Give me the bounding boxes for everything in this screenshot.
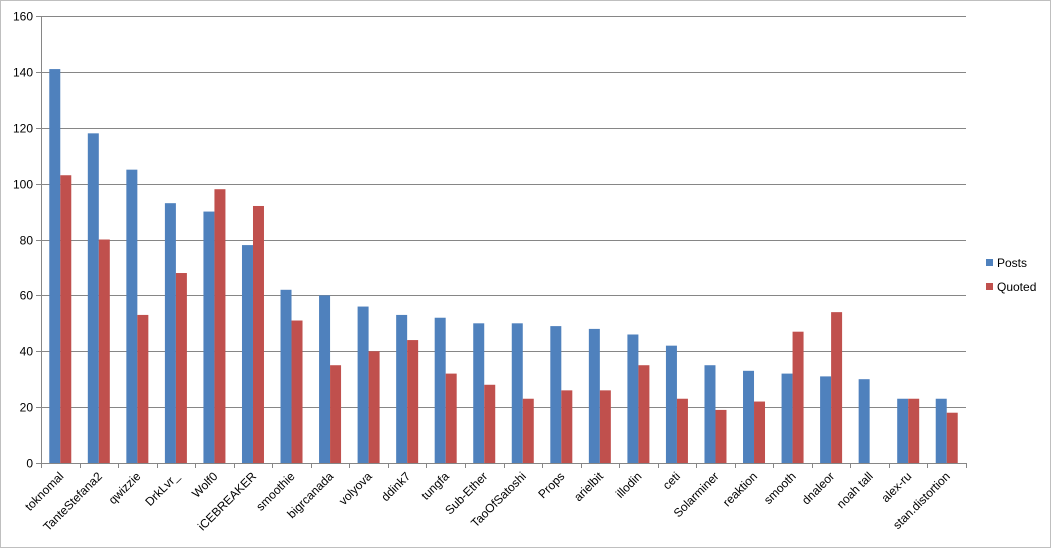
bar-posts-6 [280,289,292,463]
x-tick-label: smooth [761,469,799,507]
bar-posts-16 [665,345,677,463]
x-tick-label: Wolf0 [189,469,221,501]
gridlines [41,16,966,408]
bar-posts-5 [241,245,253,463]
bar-posts-15 [627,334,639,463]
bar-quoted-22 [908,398,920,463]
x-tick-label: volyova [336,469,375,508]
y-tick-label: 0 [26,457,33,471]
bar-posts-23 [935,398,947,463]
bar-quoted-9 [407,340,419,463]
y-tick-label: 80 [20,234,34,248]
bar-posts-18 [743,370,755,463]
bar-quoted-17 [715,409,727,463]
legend-swatch-quoted [986,283,993,290]
x-tick-label: noah tall [834,469,876,511]
y-tick-label: 160 [13,10,33,24]
x-tick-label: alex-ru [878,469,914,505]
bar-posts-21 [858,379,870,463]
legend-swatch-posts [986,259,993,266]
bar-quoted-7 [330,365,342,463]
x-tick-label: ddink7 [378,469,413,504]
bar-quoted-18 [754,401,766,463]
bar-posts-14 [588,328,600,463]
legend-label-quoted: Quoted [997,280,1036,294]
x-tick-label: reaktion [720,469,760,509]
y-tick-labels: 0 20 40 60 80 100 120 140 160 [13,10,33,471]
bar-quoted-2 [137,314,149,463]
x-tick-label: ceti [660,469,683,492]
x-tick-label: arielbit [571,469,606,504]
bar-posts-10 [434,317,446,463]
bar-quoted-8 [368,351,380,463]
bar-posts-7 [319,295,331,464]
bar-posts-8 [357,306,369,463]
bar-quoted-11 [484,384,496,463]
bar-quoted-5 [252,205,264,464]
bar-posts-4 [203,211,215,463]
y-tick-label: 120 [13,122,33,136]
bar-quoted-19 [792,331,804,463]
bar-quoted-10 [445,373,457,463]
x-tick-label: DrkLvr_ [142,469,182,509]
bar-posts-19 [781,373,793,463]
bar-quoted-12 [522,398,534,463]
bar-quoted-15 [638,365,650,463]
y-tick-label: 140 [13,66,33,80]
bar-posts-0 [49,69,61,463]
bar-posts-17 [704,365,716,463]
bar-posts-2 [126,169,138,463]
axes [36,16,967,468]
bar-quoted-4 [214,189,226,463]
bars [49,69,958,464]
bar-quoted-20 [831,312,843,463]
bar-quoted-13 [561,390,573,463]
bar-posts-3 [164,203,176,463]
x-tick-label: Props [535,469,567,501]
bar-posts-20 [820,376,832,463]
legend-label-posts: Posts [997,256,1027,270]
y-tick-label: 20 [20,401,34,415]
bar-quoted-16 [676,398,688,463]
bar-posts-9 [396,314,408,463]
y-tick-label: 100 [13,178,33,192]
bar-posts-12 [511,323,523,463]
x-tick-label: illodin [613,469,645,501]
bar-quoted-3 [175,273,187,463]
bar-quoted-23 [946,412,958,463]
legend: Posts Quoted [986,256,1036,294]
bar-quoted-6 [291,320,303,463]
y-tick-label: 60 [20,289,34,303]
bar-posts-22 [897,398,909,463]
bar-posts-11 [473,323,485,463]
y-tick-label: 40 [20,345,34,359]
bar-quoted-0 [60,175,72,464]
bar-posts-1 [87,133,99,463]
x-tick-label: dnaleor [799,469,837,507]
bar-quoted-14 [599,390,611,463]
bar-posts-13 [550,326,562,463]
bar-quoted-1 [98,239,110,463]
x-tick-label: qwizzie [106,469,144,507]
x-tick-label: tungfa [418,469,452,503]
